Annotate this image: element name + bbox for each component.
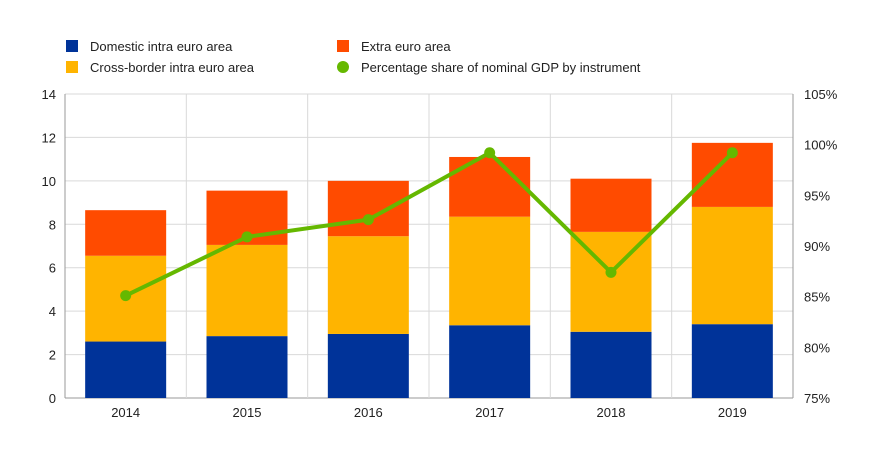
bar-segment <box>327 236 409 334</box>
gdp-share-point <box>726 147 738 159</box>
legend-swatch <box>66 61 78 73</box>
y-left-tick-label: 10 <box>42 174 56 189</box>
bar-segment <box>449 216 531 326</box>
x-tick-label: 2016 <box>354 405 383 420</box>
gdp-share-point <box>605 266 617 278</box>
bar-segment <box>449 325 531 398</box>
x-tick-label: 2015 <box>233 405 262 420</box>
legend-label: Percentage share of nominal GDP by instr… <box>361 60 641 75</box>
legend-label: Extra euro area <box>361 39 451 54</box>
bar-segment <box>85 210 167 256</box>
y-left-tick-label: 12 <box>42 130 56 145</box>
y-right-tick-label: 95% <box>804 188 830 203</box>
y-right-tick-label: 90% <box>804 239 830 254</box>
y-right-tick-label: 100% <box>804 138 838 153</box>
legend-swatch <box>337 40 349 52</box>
bar-segment <box>85 341 167 398</box>
y-right-tick-label: 85% <box>804 290 830 305</box>
bar-segment <box>570 178 652 232</box>
bar-segment <box>206 336 288 398</box>
gdp-share-point <box>484 147 496 159</box>
gdp-share-point <box>120 290 132 302</box>
gdp-share-point <box>241 231 253 243</box>
x-tick-label: 2014 <box>111 405 140 420</box>
x-tick-label: 2018 <box>597 405 626 420</box>
y-left-tick-label: 0 <box>49 391 56 406</box>
legend-swatch <box>66 40 78 52</box>
y-left-tick-label: 8 <box>49 217 56 232</box>
y-right-tick-label: 75% <box>804 391 830 406</box>
x-tick-label: 2019 <box>718 405 747 420</box>
bar-segment <box>691 324 773 398</box>
y-left-tick-label: 2 <box>49 348 56 363</box>
bar-segment <box>206 244 288 337</box>
y-left-tick-label: 14 <box>42 87 56 102</box>
bar-segment <box>691 206 773 325</box>
bar-segment <box>327 333 409 398</box>
bar-segment <box>570 331 652 398</box>
gdp-share-point <box>362 214 374 226</box>
y-right-tick-label: 105% <box>804 87 838 102</box>
y-left-tick-label: 4 <box>49 304 56 319</box>
legend-label: Cross-border intra euro area <box>90 60 255 75</box>
legend-swatch <box>337 61 349 73</box>
gdp-share-line <box>124 150 734 298</box>
bar-segment <box>327 180 409 237</box>
x-tick-label: 2017 <box>475 405 504 420</box>
y-right-tick-label: 80% <box>804 340 830 355</box>
legend-label: Domestic intra euro area <box>90 39 233 54</box>
y-left-tick-label: 6 <box>49 261 56 276</box>
bar-segment <box>449 156 531 217</box>
